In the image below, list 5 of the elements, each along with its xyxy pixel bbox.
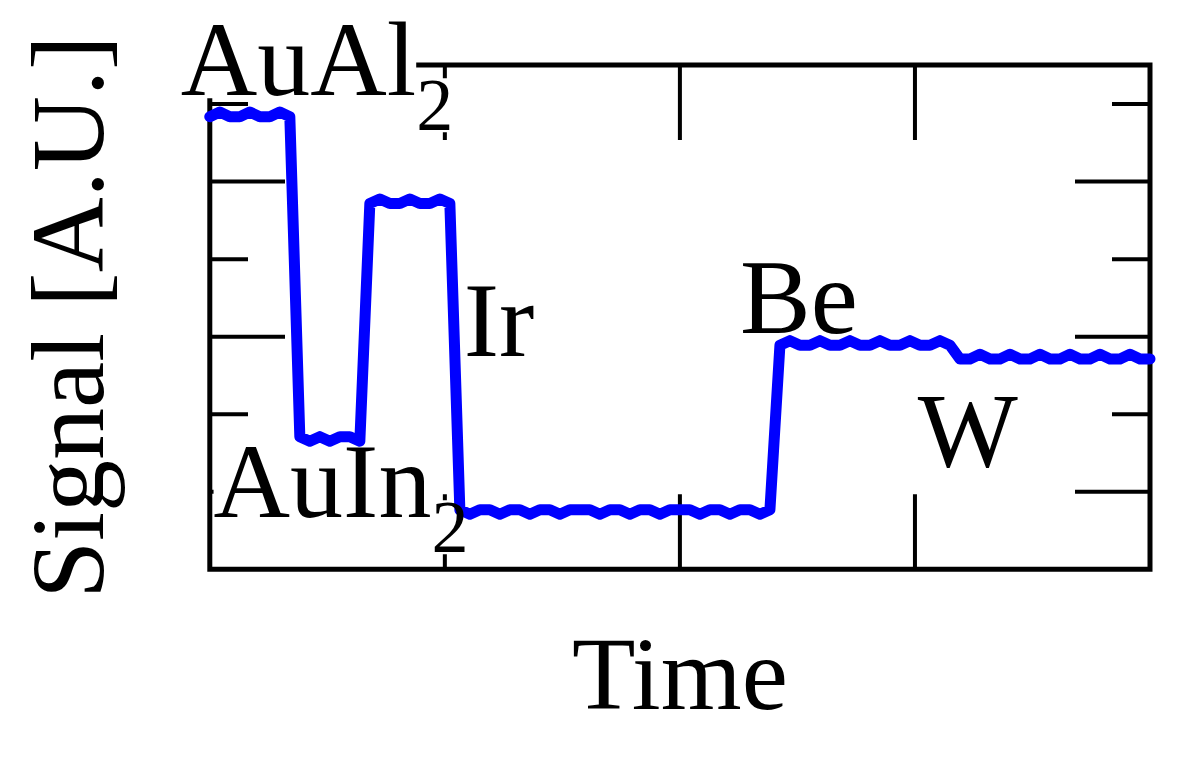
annotation: Be [740,238,858,356]
x-axis-title: Time [571,615,788,731]
annotation: Ir [463,261,535,379]
annotation: W [917,371,1018,489]
y-axis-title: Signal [A.U.] [9,35,125,599]
